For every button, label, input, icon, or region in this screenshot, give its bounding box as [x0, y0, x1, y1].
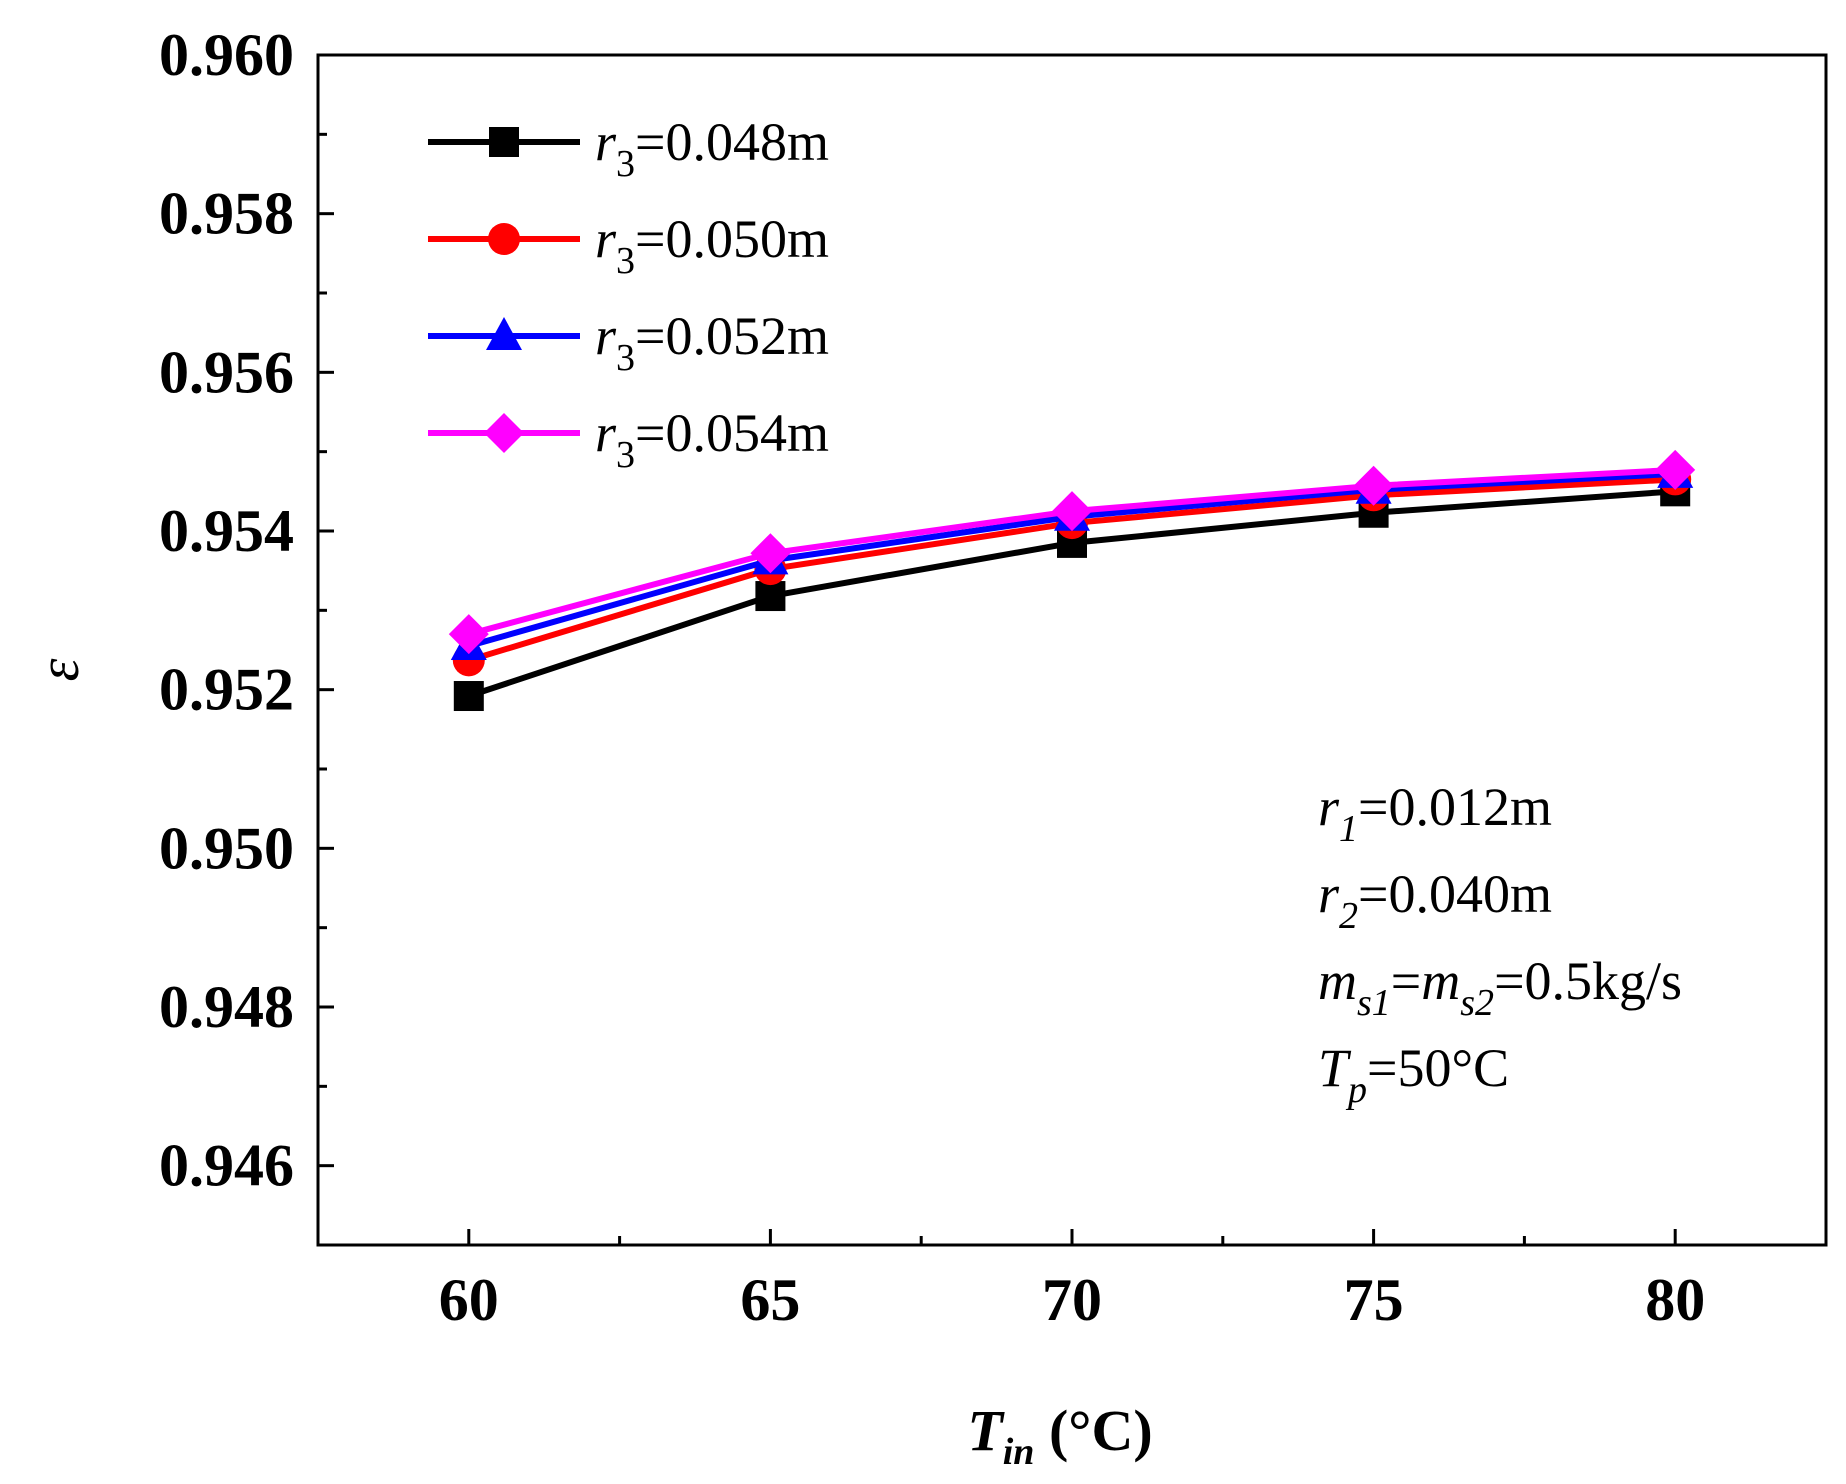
annotation-var2: m — [1421, 951, 1460, 1011]
annotation-sub: p — [1345, 1069, 1367, 1111]
plot-frame — [316, 53, 1828, 1247]
legend-label-sub: 3 — [616, 434, 635, 476]
series-layer — [448, 449, 1696, 712]
annotation-rest: =0.040m — [1358, 864, 1552, 924]
legend-label-sub: 3 — [616, 240, 635, 282]
legend-label: r3=0.052m — [595, 306, 829, 379]
y-tick-label: 0.946 — [159, 1133, 294, 1199]
annotation-rest: =0.5kg/s — [1494, 951, 1682, 1011]
x-axis-title-var: T — [967, 1398, 1005, 1463]
legend-label-var: r — [595, 112, 617, 172]
annotation-sub: 2 — [1339, 895, 1358, 937]
x-axis-title: Tin (°C) — [967, 1398, 1152, 1473]
annotation-sub: 1 — [1339, 808, 1358, 850]
y-axis-title: ε — [26, 658, 91, 681]
data-point — [1052, 491, 1092, 532]
legend-marker — [488, 223, 520, 255]
legend-marker — [486, 317, 522, 350]
x-tick-label: 80 — [1645, 1267, 1705, 1333]
legend-label-rest: =0.048m — [635, 112, 829, 172]
data-point — [1353, 465, 1394, 506]
legend-label-var: r — [595, 403, 617, 463]
legend-entry: r3=0.052m — [428, 306, 829, 379]
annotation-var: r — [1318, 864, 1340, 924]
y-tick-label: 0.948 — [159, 974, 294, 1040]
annotation-var: m — [1318, 951, 1357, 1011]
legend-entry: r3=0.048m — [428, 112, 829, 185]
series-r3=0.048m — [453, 476, 1691, 712]
legend-label: r3=0.050m — [595, 209, 829, 282]
legend-label-rest: =0.052m — [635, 306, 829, 366]
legend-label-rest: =0.050m — [635, 209, 829, 269]
y-tick-label: 0.954 — [159, 498, 294, 564]
x-tick-label: 75 — [1344, 1267, 1404, 1333]
legend-label-var: r — [595, 306, 617, 366]
data-point — [1655, 449, 1696, 490]
y-tick-label: 0.952 — [159, 657, 294, 723]
y-tick-label: 0.950 — [159, 815, 294, 881]
legend-entry: r3=0.050m — [428, 209, 829, 282]
legend-label: r3=0.048m — [595, 112, 829, 185]
x-tick-label: 70 — [1042, 1267, 1102, 1333]
y-tick-label: 0.958 — [159, 181, 294, 247]
data-point — [453, 681, 484, 712]
x-axis-title-sub: in — [1003, 1431, 1035, 1473]
legend-label-sub: 3 — [616, 337, 635, 379]
annotation-sub: s1 — [1357, 982, 1391, 1024]
series-r3=0.054m — [448, 449, 1696, 655]
legend-marker — [484, 413, 524, 453]
y-tick-label: 0.960 — [159, 22, 294, 88]
annotation-line: ms1=ms2=0.5kg/s — [1318, 951, 1682, 1024]
legend-label-sub: 3 — [616, 143, 635, 185]
legend-entry: r3=0.054m — [428, 403, 829, 476]
annotation-rest: =50°C — [1367, 1038, 1509, 1098]
legend-label: r3=0.054m — [595, 403, 829, 476]
annotation-var: r — [1318, 777, 1340, 837]
annotation-line: r1=0.012m — [1318, 777, 1552, 850]
annotation-var: T — [1318, 1038, 1352, 1098]
annotation-rest: =0.012m — [1358, 777, 1552, 837]
annotation-line: Tp=50°C — [1318, 1038, 1509, 1111]
legend-label-rest: =0.054m — [635, 403, 829, 463]
legend-label-var: r — [595, 209, 617, 269]
annotation-line: r2=0.040m — [1318, 864, 1552, 937]
data-point — [750, 533, 791, 574]
legend-marker — [489, 127, 519, 157]
annotation-sub2: s2 — [1460, 982, 1494, 1024]
x-tick-label: 60 — [439, 1267, 499, 1333]
x-axis-title-unit: (°C) — [1034, 1398, 1152, 1463]
x-tick-label: 65 — [740, 1267, 800, 1333]
annotation-mid: = — [1391, 951, 1421, 1011]
y-tick-label: 0.956 — [159, 339, 294, 405]
data-point — [448, 614, 489, 655]
axes: 0.946 0.948 0.950 0.952 0.954 0.956 0.958 0.960… — [159, 22, 1828, 1333]
data-point — [755, 581, 786, 612]
